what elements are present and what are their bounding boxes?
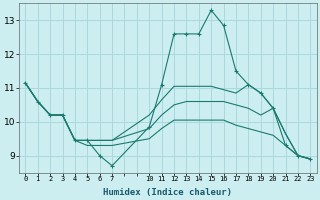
X-axis label: Humidex (Indice chaleur): Humidex (Indice chaleur) (103, 188, 232, 197)
